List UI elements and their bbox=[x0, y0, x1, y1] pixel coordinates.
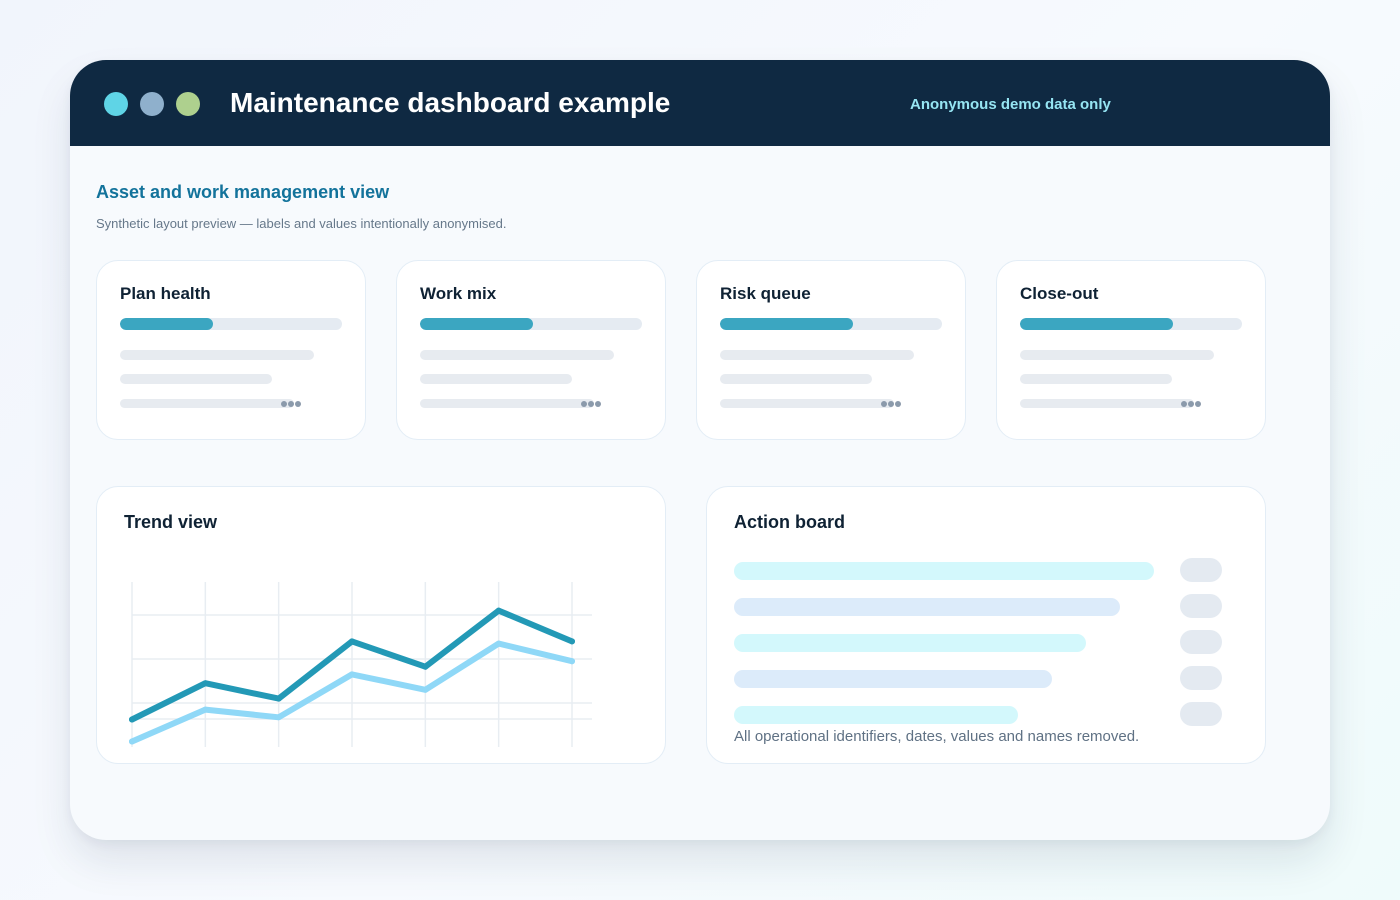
trend-view-title: Trend view bbox=[124, 512, 218, 532]
placeholder-line bbox=[420, 374, 572, 384]
placeholder-line bbox=[420, 350, 614, 360]
metric-card-title: Risk queue bbox=[720, 284, 811, 303]
action-status-pill[interactable] bbox=[1180, 594, 1222, 618]
more-options-icon[interactable] bbox=[581, 401, 601, 407]
trend-data-point bbox=[202, 706, 209, 713]
section-subtitle: Synthetic layout preview — labels and va… bbox=[96, 216, 507, 231]
action-item-bar[interactable] bbox=[734, 706, 1018, 724]
progress-bar bbox=[420, 318, 642, 330]
trend-data-point bbox=[275, 714, 282, 721]
action-status-pill[interactable] bbox=[1180, 702, 1222, 726]
trend-data-point bbox=[202, 680, 209, 687]
progress-bar bbox=[1020, 318, 1242, 330]
metric-card-close-out[interactable]: Close-out bbox=[996, 260, 1266, 440]
trend-data-point bbox=[129, 716, 135, 723]
trend-data-point bbox=[569, 638, 575, 645]
metric-card-title: Close-out bbox=[1020, 284, 1099, 303]
placeholder-line bbox=[720, 350, 914, 360]
metric-card-work-mix[interactable]: Work mix bbox=[396, 260, 666, 440]
action-status-pill[interactable] bbox=[1180, 630, 1222, 654]
trend-data-point bbox=[495, 640, 502, 647]
title-bar: Maintenance dashboard example Anonymous … bbox=[70, 60, 1330, 146]
placeholder-line bbox=[420, 399, 594, 408]
placeholder-line bbox=[120, 399, 294, 408]
placeholder-line bbox=[1020, 399, 1194, 408]
window-close-button[interactable] bbox=[104, 92, 128, 116]
metric-card-plan-health[interactable]: Plan health bbox=[96, 260, 366, 440]
trend-data-point bbox=[569, 658, 575, 665]
action-item-bar[interactable] bbox=[734, 634, 1086, 652]
window-minimize-button[interactable] bbox=[140, 92, 164, 116]
more-options-icon[interactable] bbox=[881, 401, 901, 407]
progress-bar bbox=[120, 318, 342, 330]
trend-data-point bbox=[495, 607, 502, 614]
placeholder-line bbox=[1020, 374, 1172, 384]
trend-data-point bbox=[422, 686, 429, 693]
action-board-title: Action board bbox=[734, 512, 845, 532]
metric-card-title: Work mix bbox=[420, 284, 497, 303]
window-zoom-button[interactable] bbox=[176, 92, 200, 116]
placeholder-line bbox=[720, 374, 872, 384]
more-options-icon[interactable] bbox=[281, 401, 301, 407]
placeholder-line bbox=[720, 399, 894, 408]
action-status-pill[interactable] bbox=[1180, 558, 1222, 582]
progress-fill bbox=[420, 318, 534, 330]
trend-line-chart bbox=[129, 582, 592, 747]
section-title: Asset and work management view bbox=[96, 182, 390, 202]
action-item-bar[interactable] bbox=[734, 598, 1120, 616]
progress-fill bbox=[120, 318, 214, 330]
action-board-panel: Action board All operational identifiers… bbox=[706, 486, 1266, 764]
action-board-note: All operational identifiers, dates, valu… bbox=[734, 728, 1140, 745]
demo-data-badge: Anonymous demo data only bbox=[910, 96, 1111, 113]
placeholder-line bbox=[120, 374, 272, 384]
trend-data-point bbox=[275, 695, 282, 702]
window-title: Maintenance dashboard example bbox=[230, 87, 671, 118]
trend-data-point bbox=[129, 738, 135, 745]
dashboard-window: Maintenance dashboard example Anonymous … bbox=[70, 60, 1330, 840]
progress-bar bbox=[720, 318, 942, 330]
trend-view-panel: Trend view bbox=[96, 486, 666, 764]
trend-data-point bbox=[349, 638, 355, 645]
metric-card-title: Plan health bbox=[120, 284, 211, 303]
progress-fill bbox=[1020, 318, 1174, 330]
action-status-pill[interactable] bbox=[1180, 666, 1222, 690]
metric-card-risk-queue[interactable]: Risk queue bbox=[696, 260, 966, 440]
action-item-bar[interactable] bbox=[734, 562, 1154, 580]
progress-fill bbox=[720, 318, 854, 330]
trend-data-point bbox=[422, 663, 429, 670]
more-options-icon[interactable] bbox=[1181, 401, 1201, 407]
placeholder-line bbox=[120, 350, 314, 360]
trend-data-point bbox=[349, 671, 355, 678]
action-item-bar[interactable] bbox=[734, 670, 1052, 688]
placeholder-line bbox=[1020, 350, 1214, 360]
